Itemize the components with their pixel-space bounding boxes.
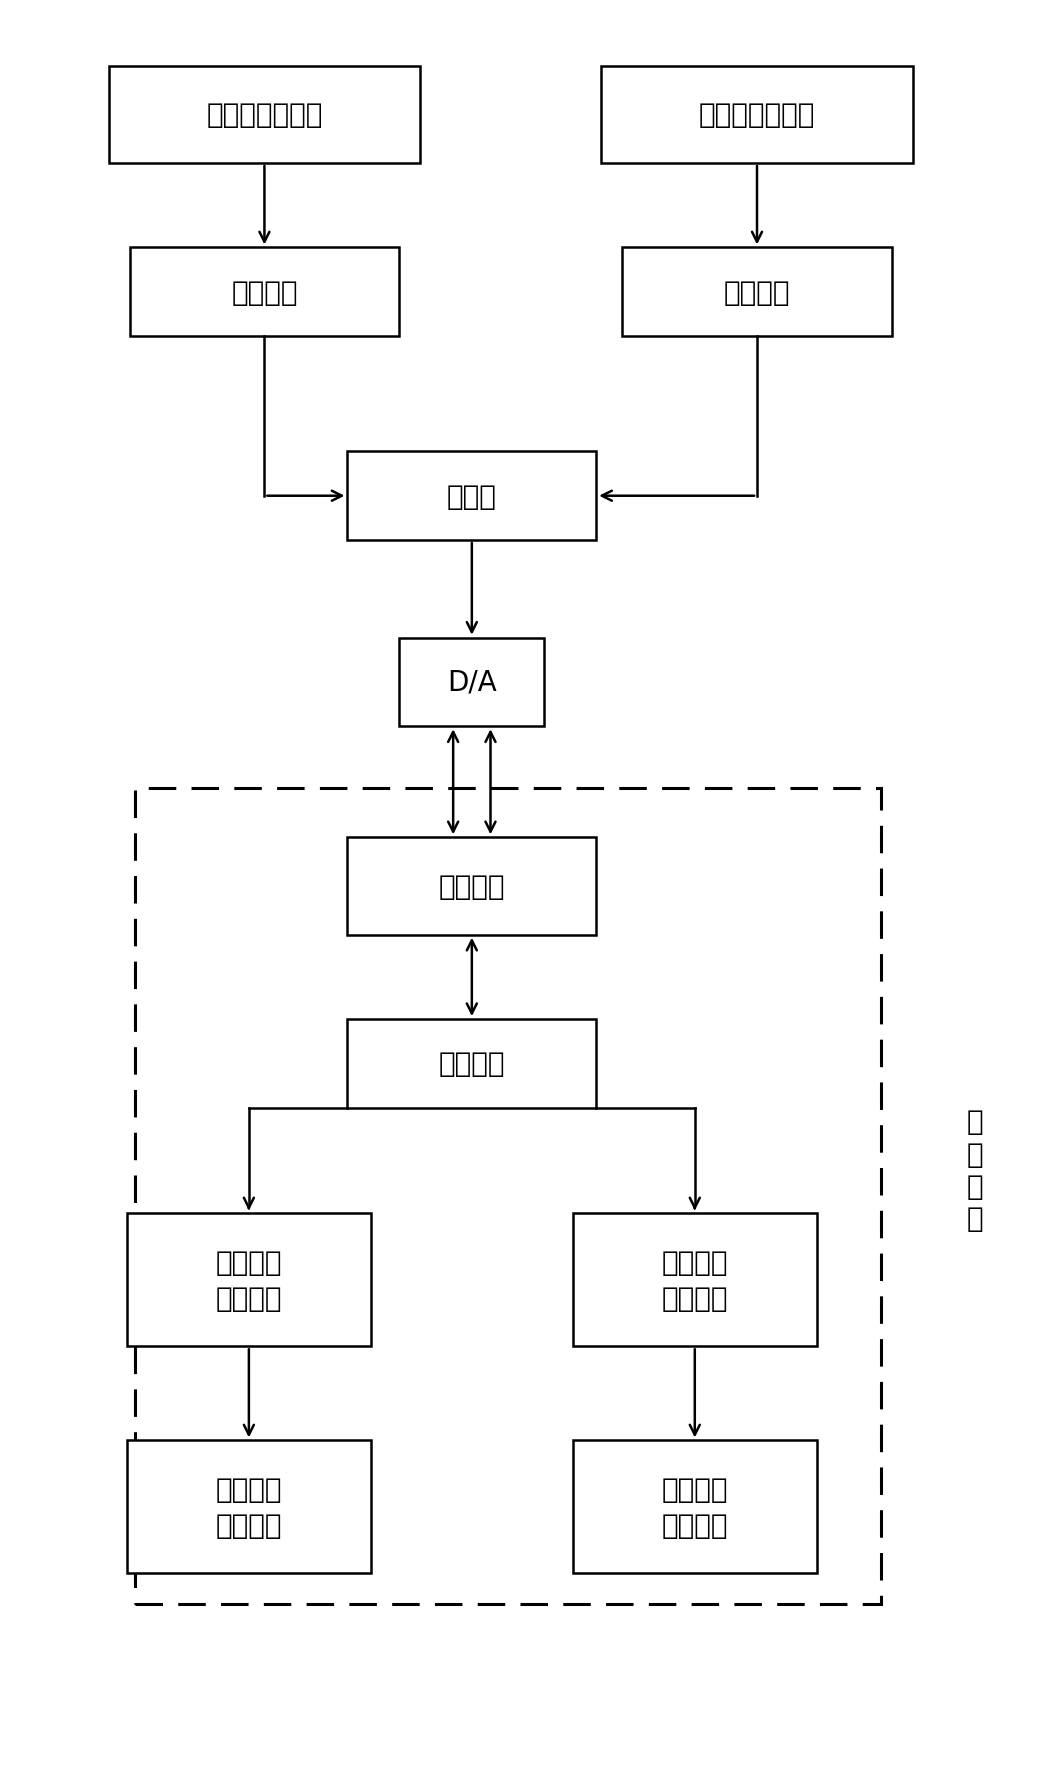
Bar — [601, 66, 913, 163]
Text: 八面棱镜
回转速度: 八面棱镜 回转速度 — [662, 1475, 728, 1539]
Text: 被测表面
控制系统: 被测表面 控制系统 — [216, 1248, 282, 1312]
Bar — [127, 1440, 371, 1574]
Bar — [399, 638, 544, 727]
Text: 控
制
系
统: 控 制 系 统 — [966, 1108, 983, 1232]
Text: D/A: D/A — [447, 668, 497, 697]
Bar — [347, 1019, 596, 1108]
Text: 运放电路: 运放电路 — [724, 278, 790, 307]
Bar — [572, 1213, 817, 1347]
Bar — [347, 452, 596, 541]
Bar — [622, 248, 892, 337]
Bar — [109, 66, 420, 163]
Text: 运放电路: 运放电路 — [231, 278, 298, 307]
Bar — [572, 1440, 817, 1574]
Text: 信号采集: 信号采集 — [439, 872, 505, 901]
Text: 第一光电传感器: 第一光电传感器 — [206, 101, 323, 129]
Bar — [130, 248, 399, 337]
Text: 八面棱镜
控制系统: 八面棱镜 控制系统 — [662, 1248, 728, 1312]
Bar — [127, 1213, 371, 1347]
Text: 用户界面: 用户界面 — [439, 1050, 505, 1078]
Bar — [347, 839, 596, 936]
Text: 接线器: 接线器 — [447, 482, 497, 511]
Text: 被测表面
平移速度: 被测表面 平移速度 — [216, 1475, 282, 1539]
Text: 第二光电传感器: 第二光电传感器 — [699, 101, 815, 129]
